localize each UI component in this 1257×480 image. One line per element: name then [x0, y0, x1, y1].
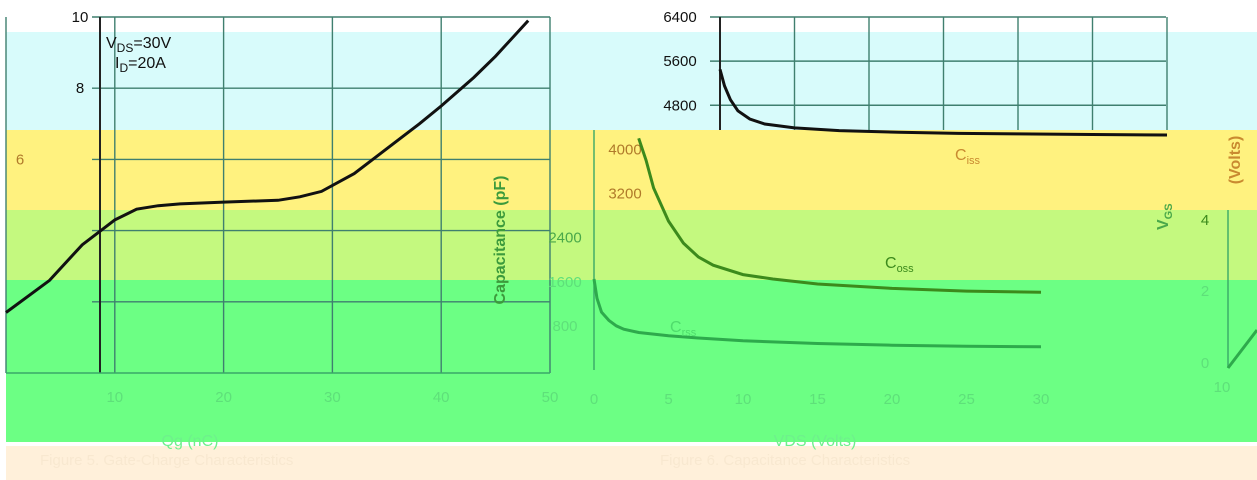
- chart-1-y-tick-label: 8: [76, 80, 84, 97]
- band-green: [6, 280, 1257, 442]
- chart-2-x-tick-label: 20: [884, 391, 901, 408]
- chart-2-x-tick-label: 25: [958, 391, 975, 408]
- right-axis-label-units: (Volts): [1227, 136, 1244, 185]
- chart-1-series-line: [5, 19, 530, 314]
- chart-2-series-ciss: [718, 69, 1168, 137]
- right-axis-tick-label: 0: [1201, 355, 1209, 372]
- chart-2-series-coss: [637, 137, 1042, 294]
- chart-2-x-tick-label: 0: [590, 391, 598, 408]
- right-axis-x-tick-label: 10: [1214, 379, 1231, 396]
- band-cyan: [6, 32, 1257, 130]
- chart-1-x-tick-label: 30: [324, 389, 341, 406]
- right-axis-label-var: VGS: [1155, 203, 1175, 230]
- chart-2-x-tick-label: 10: [735, 391, 752, 408]
- chart-2-series-label-coss: Coss: [885, 255, 914, 275]
- chart-2-y-tick-label: 6400: [663, 9, 696, 26]
- chart-2-x-axis-label: VDS (Volts): [774, 433, 857, 450]
- chart-2-series-crss: [592, 278, 1042, 349]
- chart-2-caption: Figure 6. Capacitance Characteristics: [660, 452, 911, 469]
- right-axis-tick-label: 4: [1201, 212, 1209, 229]
- chart-1-annotation-vds: VDS=30V: [106, 35, 171, 55]
- chart-1-x-tick-label: 40: [433, 389, 450, 406]
- chart-2-y-tick-label: 3200: [608, 186, 641, 203]
- band-yellow: [6, 130, 1257, 210]
- chart-2-y-axis-label: Capacitance (pF): [492, 176, 509, 305]
- band-lime: [6, 210, 1257, 280]
- chart-1-x-tick-label: 50: [542, 389, 559, 406]
- chart-2-x-tick-label: 15: [809, 391, 826, 408]
- chart-2-y-tick-label: 2400: [548, 230, 581, 247]
- chart-2-series-label-crss: Crss: [670, 319, 697, 339]
- chart-1-y-tick-label: 6: [16, 151, 24, 168]
- chart-1-x-axis-label: Qg (nC): [162, 433, 219, 450]
- chart-2-y-tick-label: 4000: [608, 141, 641, 158]
- chart-2-y-tick-label: 800: [552, 318, 577, 335]
- chart-1-x-tick-label: 10: [106, 389, 123, 406]
- chart-2-y-tick-label: 5600: [663, 53, 696, 70]
- chart-1-y-tick-label: 10: [72, 9, 89, 26]
- chart-2-x-tick-label: 30: [1033, 391, 1050, 408]
- right-axis-tick-label: 2: [1201, 283, 1209, 300]
- right-axis-curve-fragment: [1226, 329, 1257, 369]
- chart-2-x-tick-label: 5: [664, 391, 672, 408]
- chart-1-caption: Figure 5. Gate-Charge Characteristics: [40, 452, 294, 469]
- chart-1-x-tick-label: 20: [215, 389, 232, 406]
- band-peach: [6, 446, 1257, 480]
- chart-1-annotation-id: ID=20A: [115, 55, 166, 75]
- chart-2-y-tick-label: 4800: [663, 97, 696, 114]
- chart-2-series-label-ciss: Ciss: [955, 147, 981, 167]
- chart-2-y-tick-label: 1600: [548, 274, 581, 291]
